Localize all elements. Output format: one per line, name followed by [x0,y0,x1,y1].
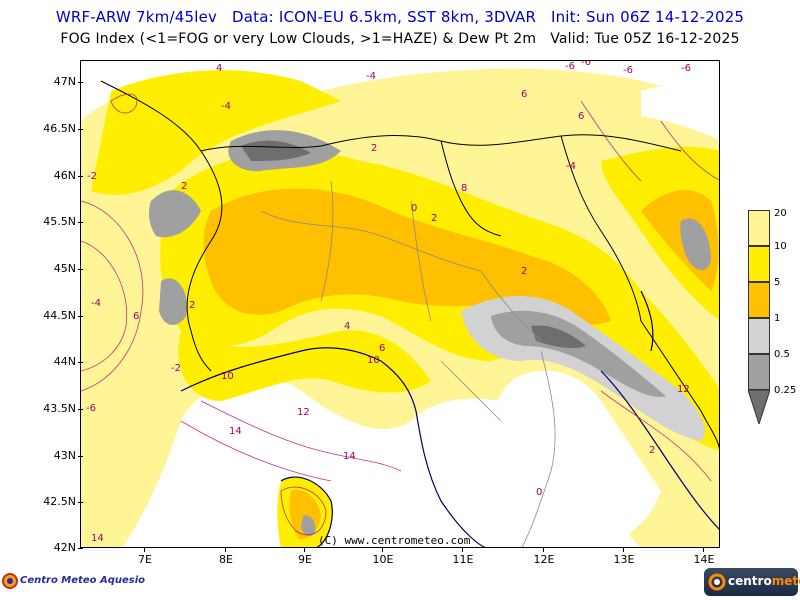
dewpoint-label: 6 [379,343,385,354]
dewpoint-label-layer: 4 -4 -4 -6 -6 -2 -4 2 2 6 2 0 2 2 -6 6 6… [86,61,691,544]
lon-label: 13E [609,547,639,566]
dewpoint-label: 2 [189,300,195,311]
dewpoint-label: 14 [229,426,242,437]
centrometeo-logo: centrometeo [704,568,800,596]
chart-title-line-1: WRF-ARW 7km/45lev Data: ICON-EU 6.5km, S… [55,8,745,26]
lat-label: 43.5N [43,402,83,415]
lat-label: 44.5N [43,309,83,322]
dewpoint-label: 4 [344,321,350,332]
dewpoint-label: -2 [87,171,97,182]
lat-label: 46.5N [43,122,83,135]
lon-label: 7E [130,547,160,566]
legend-swatch-1-5 [748,282,770,318]
dewpoint-label: 10 [221,371,234,382]
lat-label: 44N [42,355,83,368]
dewpoint-label: 14 [91,533,104,544]
dewpoint-label: -2 [171,363,181,374]
dewpoint-label: -4 [221,101,231,112]
centrometeo-emblem-icon [708,573,726,591]
legend-label: 20 [774,208,787,219]
dewpoint-label: 0 [536,487,542,498]
legend-swatch-under-0-25 [748,390,770,424]
aquesio-emblem-icon [2,573,18,589]
centro-meteo-aquesio-logo: Centro Meteo Aquesio [2,568,145,596]
lon-label: 14E [689,547,719,566]
dewpoint-label: -6 [86,403,96,414]
legend-label: 5 [774,277,781,288]
dewpoint-label: 6 [133,311,139,322]
dewpoint-label: 2 [649,445,655,456]
dewpoint-label: 12 [677,384,690,395]
legend-swatch-5-10 [748,246,770,282]
dewpoint-label: -4 [91,298,101,309]
legend-swatch-0-5-1 [748,318,770,354]
legend-label: 1 [774,313,781,324]
dewpoint-label: 8 [461,183,467,194]
dewpoint-label: 2 [181,181,187,192]
legend-swatch-0-25-0-5 [748,354,770,390]
lat-label: 47N [42,75,83,88]
coastline [180,290,719,547]
lon-label: 9E [290,547,320,566]
lon-label: 12E [529,547,559,566]
dewpoint-label: -4 [366,71,376,82]
dewpoint-label: 4 [216,63,222,74]
dewpoint-label: 0 [411,203,417,214]
lon-label: 8E [211,547,241,566]
country-borders [100,80,719,449]
dewpoint-label: -4 [566,161,576,172]
legend-label: 10 [774,241,787,252]
dewpoint-contours [81,93,719,536]
lat-label: 42N [42,541,83,554]
dewpoint-label: 14 [343,451,356,462]
lat-label: 45N [42,262,83,275]
dewpoint-label: 2 [521,266,527,277]
dewpoint-label: 6 [578,111,584,122]
right-logo-text-prefix: centro [728,574,772,588]
right-logo-text-suffix: meteo [771,574,800,588]
right-logo-text: centrometeo [728,574,800,588]
legend-label: 0.5 [774,349,790,360]
dewpoint-label: 2 [431,213,437,224]
credit-text: (C) www.centrometeo.com [318,534,471,547]
lat-label: 42.5N [43,495,83,508]
map-svg [81,68,719,547]
left-logo-text: Centro Meteo Aquesio [20,575,145,586]
lon-label: 11E [448,547,478,566]
dewpoint-label: 12 [297,407,310,418]
lat-label: 43N [42,449,83,462]
chart-title-line-2: FOG Index (<1=FOG or very Low Clouds, >1… [60,31,740,47]
color-legend: 20 10 5 1 0.5 0.25 [748,208,796,424]
fog-index-map: 4 -4 -4 -6 -6 -2 -4 2 2 6 2 0 2 2 -6 6 6… [80,60,720,548]
lon-label: 10E [368,547,398,566]
legend-swatch-over-10 [748,210,770,246]
dewpoint-label: -6 [623,65,633,76]
dewpoint-label: 6 [521,89,527,100]
dewpoint-label: 10 [367,355,380,366]
lat-label: 45.5N [43,215,83,228]
dewpoint-label: -6 [581,61,591,68]
dewpoint-label: -6 [681,63,691,74]
fog-fill-layer [81,68,719,547]
lat-label: 46N [42,169,83,182]
dewpoint-label: -6 [565,61,575,72]
dewpoint-label: 2 [371,143,377,154]
regional-borders [260,180,556,547]
legend-label: 0.25 [774,385,797,396]
